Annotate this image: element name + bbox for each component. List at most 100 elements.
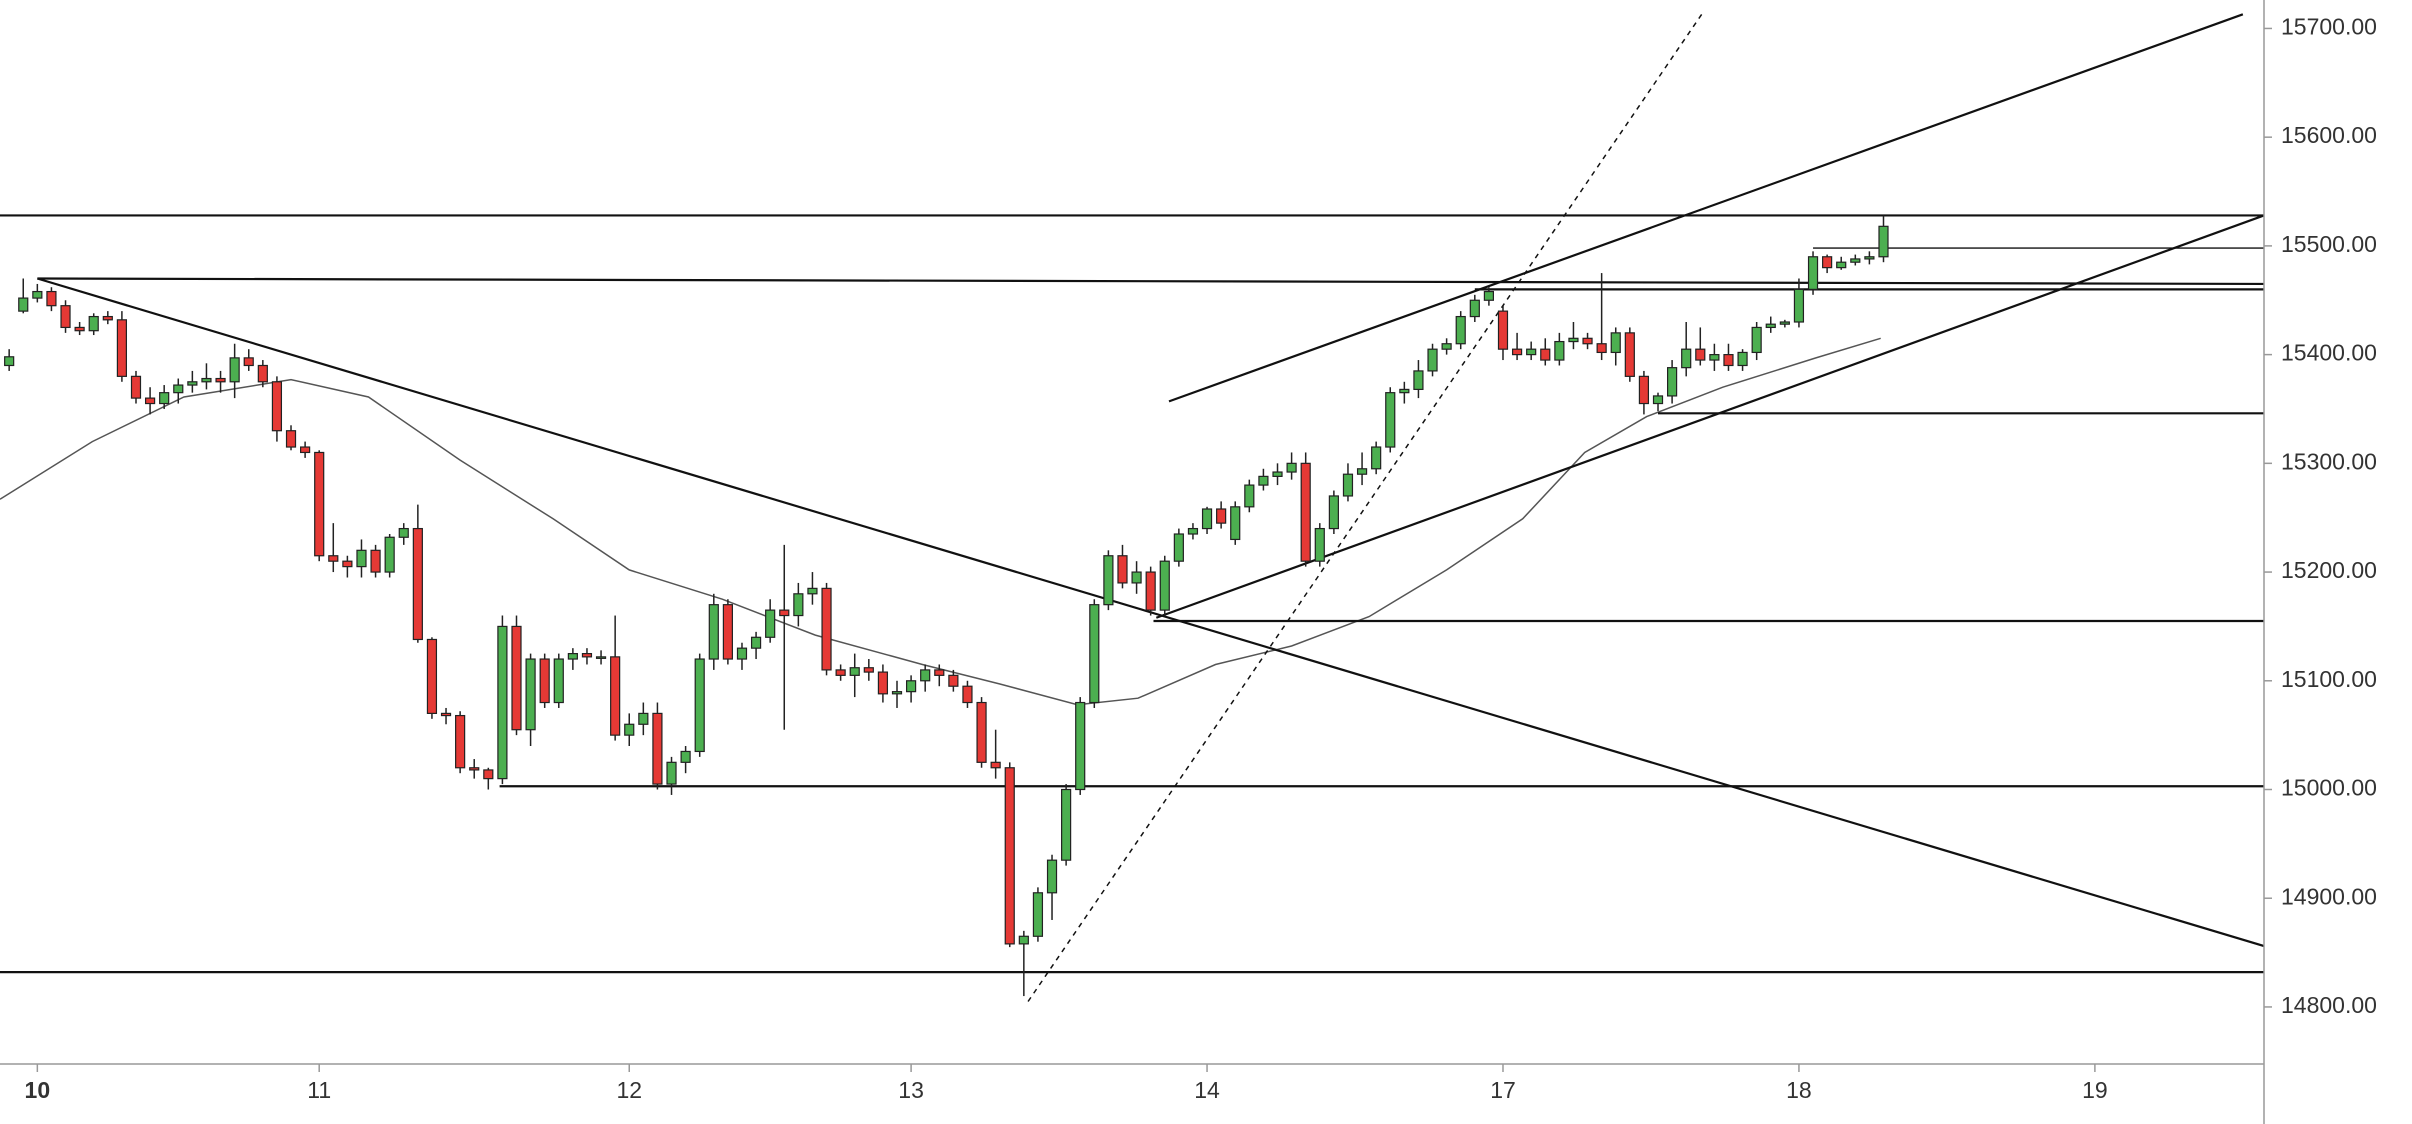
candle-body [159,392,170,405]
candle-body [412,527,423,641]
candle-body [384,536,395,573]
candle-body [1568,337,1579,343]
y-tick-label: 14800.00 [2281,992,2377,1018]
candle-body [863,667,874,673]
candle-body [595,656,607,659]
candle-body [821,587,832,671]
candle-body [581,652,593,658]
candle-body [835,669,846,676]
candle-body [356,549,367,568]
candle-body [1624,332,1635,377]
trend-line [1027,13,1703,1002]
trend-line [1155,214,2264,619]
candle-body [877,671,889,695]
candle-body [1751,326,1762,354]
candle-body [1385,392,1396,448]
trend-line [37,277,2264,286]
candle-body [88,315,99,332]
candle-body [948,674,959,687]
x-tick-label: 18 [1786,1077,1812,1103]
candle-body [130,375,142,399]
candle-body [1342,473,1354,497]
candle-body [300,446,311,454]
candle-body [1483,290,1494,301]
candle-body [638,712,649,725]
candle-body [215,377,226,383]
candle-body [1356,468,1368,475]
x-tick-label: 11 [307,1077,331,1103]
candle-body [1878,225,1889,258]
candle-body [1131,571,1142,584]
candle-body [1216,508,1227,524]
y-tick-label: 15200.00 [2281,557,2377,583]
candle-body [708,604,719,660]
candle-body [1807,256,1819,290]
candle-body [1469,299,1480,318]
candle-body [1582,337,1593,345]
candle-body [1836,261,1847,269]
candle-body [1032,892,1044,937]
x-tick-label: 19 [2082,1077,2108,1103]
y-tick-label: 15300.00 [2281,448,2377,474]
candle-body [793,593,804,617]
y-tick-label: 15000.00 [2281,775,2377,801]
candle-body [624,723,635,736]
candle-body [46,290,57,307]
candle-body [765,609,776,638]
x-tick-label: 12 [616,1077,642,1103]
candle-body [4,356,15,367]
candle-body [285,430,297,448]
candle-body [102,315,113,321]
candle-body [1638,375,1650,405]
candle-body [1187,527,1199,535]
candle-body [666,761,677,785]
candle-body [610,656,621,736]
x-tick-label: 17 [1490,1077,1516,1103]
candle-body [934,669,945,676]
candle-body [1822,256,1833,269]
candle-body [807,587,818,595]
candle-body [1723,354,1734,367]
candle-body [1258,475,1269,486]
candle-body [1075,701,1086,791]
candle-body [483,769,494,780]
candle-body [1117,555,1128,584]
candle-body [243,357,254,367]
candle-body [891,691,903,695]
candle-body [116,319,128,377]
candle-body [201,377,212,383]
candle-body [229,357,240,383]
candle-body [1864,256,1875,260]
candle-body [1681,348,1692,369]
candle-body [680,750,691,763]
candle-body [173,384,184,394]
candle-body [342,560,353,568]
candle-body [1230,506,1241,541]
candle-body [1779,321,1790,325]
trend-line [1168,13,2244,403]
candle-body [962,685,973,704]
candle-body [1371,446,1382,470]
candle-body [1159,560,1170,611]
candle-body [553,658,564,704]
candle-body [1018,935,1029,945]
candle-body [1610,332,1621,354]
candle-body [1596,343,1607,354]
candle-body [652,712,663,785]
candle-body [905,680,917,693]
candle-body [722,604,733,660]
candle-body [187,381,198,386]
candle-body [440,712,452,717]
candle-body [567,652,578,660]
candle-body [1399,388,1410,394]
x-tick-label: 10 [25,1077,51,1103]
candle-body [1540,348,1551,361]
candle-body [1455,315,1466,345]
candle-body [314,451,325,557]
candle-body [1004,767,1015,945]
candle-body [1526,348,1537,356]
y-tick-label: 15400.00 [2281,340,2377,366]
candle-body [1061,788,1072,861]
candle-body [1413,370,1424,391]
